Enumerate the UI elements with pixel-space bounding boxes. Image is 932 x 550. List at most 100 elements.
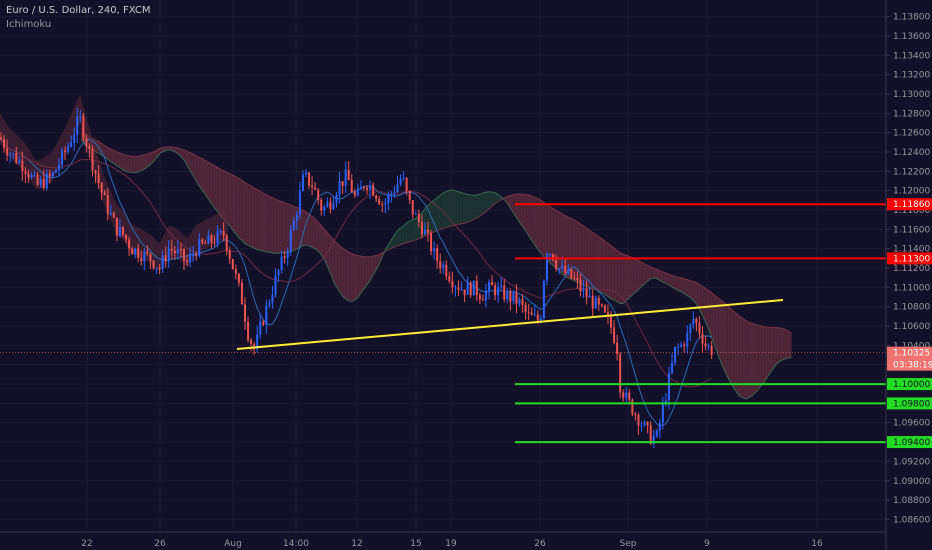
- candle-body: [436, 248, 439, 262]
- candle-body: [21, 160, 24, 172]
- candle-body: [170, 248, 173, 251]
- candle-body: [344, 169, 347, 186]
- candle-body: [515, 292, 518, 304]
- ichimoku-cloud: [0, 94, 792, 400]
- candle-body: [228, 250, 231, 260]
- candle-body: [372, 185, 375, 196]
- candle-body: [128, 239, 131, 249]
- y-tick-label: 1.11400: [893, 245, 930, 255]
- cloud-segment: [776, 327, 780, 364]
- candle-body: [628, 392, 631, 400]
- ichimoku-lines: [0, 138, 712, 427]
- x-tick-label: 26: [534, 539, 546, 549]
- cloud-segment: [257, 190, 261, 251]
- candle-body: [219, 230, 222, 232]
- candle-body: [12, 153, 15, 155]
- candle-body: [570, 269, 573, 279]
- kijun-line: [0, 138, 712, 388]
- cloud-segment: [270, 196, 274, 254]
- candle-body: [518, 299, 521, 304]
- candle-body: [552, 254, 555, 261]
- cloud-segment: [523, 194, 527, 232]
- indicator-label[interactable]: Ichimoku: [6, 19, 52, 30]
- trendline[interactable]: [236, 299, 784, 350]
- y-tick-label: 1.10800: [893, 303, 930, 313]
- cloud-segment: [276, 199, 280, 254]
- cloud-segment: [190, 153, 194, 177]
- y-tick-label: 1.12800: [893, 109, 930, 119]
- candle-body: [567, 269, 570, 274]
- candle-body: [338, 181, 341, 195]
- senkou-span-a: [80, 138, 792, 400]
- candle-body: [234, 269, 237, 274]
- candle-body: [643, 421, 646, 426]
- cloud-segment: [541, 200, 545, 258]
- cloud-segment: [178, 148, 182, 158]
- candle-body: [500, 285, 503, 288]
- cloud-segment: [666, 273, 670, 286]
- candle-body: [658, 422, 661, 431]
- cloud-segment: [315, 219, 319, 252]
- cloud-segment: [209, 162, 213, 205]
- cloud-segment: [630, 256, 634, 297]
- candle-body: [606, 312, 609, 317]
- candle-body: [667, 372, 670, 401]
- candle-body: [600, 304, 603, 306]
- candle-body: [664, 400, 667, 405]
- cloud-segment: [126, 155, 130, 173]
- cloud-segment: [593, 233, 597, 290]
- candle-body: [161, 255, 164, 269]
- candle-body: [399, 178, 402, 184]
- cloud-segment: [492, 192, 496, 206]
- support-level-tag: [887, 378, 932, 391]
- symbol-title[interactable]: Euro / U.S. Dollar, 240, FXCM: [6, 5, 151, 16]
- cloud-segment: [785, 329, 789, 359]
- x-tick-label: 14:00: [283, 539, 309, 549]
- cloud-segment: [376, 254, 380, 269]
- time-axis[interactable]: 22 26 Aug 14:00 12 15 19 26 Sep 9 16: [0, 531, 886, 549]
- cloud-segment: [352, 254, 356, 302]
- candle-body: [274, 275, 277, 295]
- cloud-segment: [495, 193, 499, 204]
- cloud-segment: [203, 159, 206, 196]
- candle-body: [466, 282, 469, 295]
- cloud-segment: [340, 246, 344, 297]
- y-tick-label: 1.13800: [893, 13, 930, 23]
- cloud-segment: [703, 286, 707, 324]
- candle-body: [301, 174, 304, 191]
- cloud-segment: [285, 202, 289, 253]
- candle-body: [356, 189, 359, 196]
- candle-body: [671, 362, 673, 373]
- cloud-segment: [697, 283, 701, 311]
- cloud-segment: [480, 192, 484, 216]
- cloud-segment: [517, 194, 521, 224]
- candle-body: [625, 392, 628, 398]
- y-tick-label: 1.08600: [893, 515, 930, 525]
- cloud-segment: [483, 192, 487, 214]
- candle-body: [704, 343, 707, 347]
- cloud-segment: [782, 328, 786, 360]
- cloud-segment: [138, 155, 142, 172]
- candle-body: [51, 172, 54, 177]
- candle-body: [579, 280, 582, 291]
- cloud-segment: [337, 243, 341, 293]
- candle-body: [582, 288, 585, 291]
- cloud-segment: [273, 198, 277, 254]
- candle-body: [295, 214, 298, 222]
- candle-body: [533, 314, 536, 316]
- cloud-segment: [309, 214, 313, 248]
- cloud-segment: [361, 256, 365, 293]
- cloud-segment: [300, 209, 304, 247]
- x-tick-label: 16: [811, 539, 823, 549]
- candle-body: [247, 321, 250, 341]
- candle-body: [195, 254, 198, 256]
- cloud-segment: [651, 267, 655, 279]
- cloud-segment: [675, 276, 679, 291]
- support-level-tag: [887, 436, 932, 449]
- cloud-segment: [761, 326, 765, 386]
- candle-body: [366, 187, 368, 190]
- cloud-segment: [739, 316, 743, 398]
- cloud-segment: [687, 279, 691, 298]
- candle-body: [457, 287, 460, 290]
